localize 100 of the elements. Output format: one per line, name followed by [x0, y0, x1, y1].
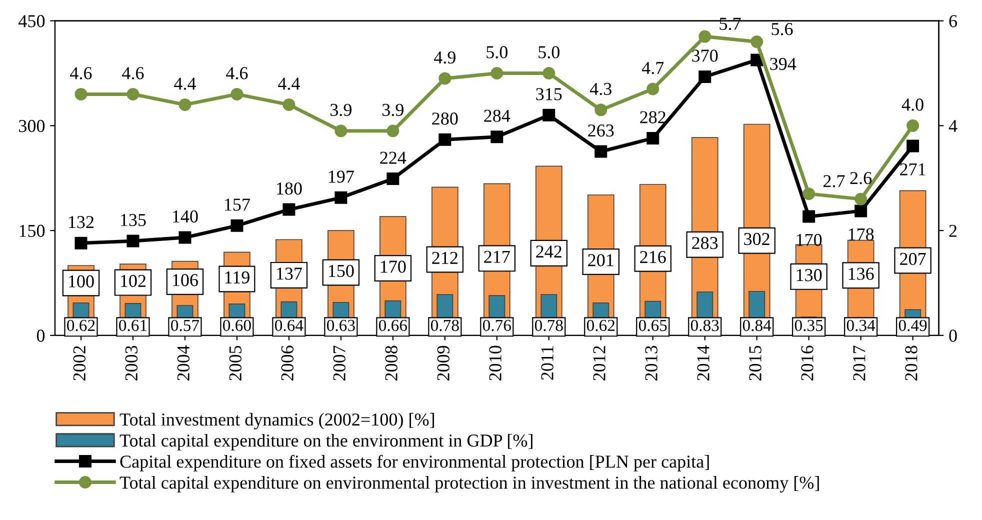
y2-tick-label: 4	[948, 120, 958, 132]
data-label: 4.4	[174, 78, 196, 90]
data-label: 132	[69, 216, 94, 228]
x-tick-label: 2012	[593, 346, 606, 380]
legend-label: Total capital expenditure on environmental protection in investment in the national economy [%]	[120, 476, 819, 492]
data-label: 207	[900, 252, 926, 266]
point	[750, 36, 764, 48]
data-label: 4.6	[122, 67, 144, 80]
legend-label: Total capital expenditure on the environment in GDP [%]	[120, 434, 532, 450]
x-tick-label: 2009	[437, 346, 450, 380]
data-label: 3.9	[382, 104, 404, 116]
data-label: 280	[432, 112, 458, 125]
data-label: 370	[692, 50, 718, 62]
data-label: 271	[900, 163, 926, 176]
data-label: 0.78	[534, 320, 563, 332]
point	[74, 236, 88, 250]
data-label: 282	[640, 111, 666, 124]
point	[282, 98, 296, 111]
y2-tick-label: 0	[949, 330, 957, 342]
data-label: 263	[588, 124, 614, 137]
point	[542, 66, 556, 80]
data-label: 201	[588, 254, 614, 266]
data-label: 170	[796, 234, 822, 246]
data-label: 5.6	[772, 23, 793, 36]
data-label: 106	[173, 274, 198, 286]
data-label: 0.62	[67, 320, 95, 332]
data-label: 394	[770, 58, 796, 70]
point	[646, 132, 660, 144]
point	[438, 133, 452, 146]
data-label: 197	[328, 170, 354, 183]
data-label: 3.9	[330, 104, 352, 116]
data-label: 0.60	[223, 320, 251, 332]
point	[646, 82, 660, 96]
data-label: 178	[848, 228, 874, 240]
x-tick-label: 2016	[801, 346, 814, 380]
y-tick-label: 300	[19, 120, 45, 132]
y-tick-label: 150	[20, 224, 45, 237]
data-label: 0.57	[171, 320, 200, 332]
data-label: 100	[69, 275, 94, 288]
point	[594, 145, 608, 158]
data-label: 119	[225, 271, 250, 284]
point	[178, 231, 192, 244]
point	[906, 140, 920, 152]
data-label: 212	[432, 252, 458, 264]
y-tick-label: 0	[36, 330, 45, 342]
x-tick-label: 2010	[489, 346, 502, 380]
point	[230, 219, 244, 232]
point	[698, 30, 712, 43]
point	[802, 188, 816, 200]
data-label: 180	[276, 182, 302, 195]
data-label: 284	[484, 110, 510, 122]
data-label: 4.9	[434, 51, 456, 64]
data-label: 4.3	[590, 82, 612, 96]
x-tick-label: 2018	[905, 346, 918, 380]
data-label: 0.76	[482, 320, 511, 332]
data-label: 4.4	[278, 78, 300, 90]
data-label: 0.64	[274, 320, 304, 332]
point	[126, 88, 140, 100]
point	[386, 124, 400, 138]
point	[178, 98, 192, 111]
data-label: 140	[173, 210, 198, 223]
point	[126, 234, 140, 248]
data-label: 0.34	[846, 320, 876, 332]
data-label: 4.6	[70, 67, 92, 80]
data-label: 224	[380, 152, 406, 164]
data-label: 242	[536, 246, 562, 258]
point	[802, 210, 816, 223]
point	[490, 130, 504, 144]
data-label: 4.0	[902, 98, 924, 111]
data-label: 283	[692, 236, 718, 250]
point	[698, 70, 712, 83]
data-label: 315	[536, 88, 562, 100]
data-label: 136	[848, 268, 874, 280]
data-label: 4.7	[642, 62, 664, 74]
data-label: 157	[225, 198, 250, 211]
data-label: 0.63	[326, 320, 355, 332]
data-label: 217	[484, 250, 510, 263]
data-label: 0.83	[690, 320, 719, 332]
point	[230, 88, 244, 100]
data-label: 5.7	[720, 18, 741, 30]
data-label: 0.84	[742, 320, 772, 332]
data-label: 130	[796, 269, 822, 282]
point	[854, 192, 868, 206]
x-tick-label: 2008	[385, 346, 398, 380]
data-label: 0.61	[119, 320, 147, 332]
data-label: 150	[328, 264, 354, 277]
point	[906, 119, 920, 132]
point	[386, 172, 400, 186]
x-tick-label: 2004	[177, 345, 190, 380]
data-label: 2.7	[824, 175, 845, 188]
x-tick-label: 2002	[73, 346, 86, 380]
point	[334, 191, 348, 204]
y2-tick-label: 2	[949, 224, 957, 237]
x-tick-label: 2011	[541, 346, 554, 380]
point	[542, 108, 556, 122]
data-label: 0.65	[638, 320, 667, 332]
data-label: 0.66	[378, 320, 407, 332]
data-label: 0.78	[430, 320, 459, 332]
x-tick-label: 2006	[281, 346, 294, 380]
data-label: 216	[640, 251, 666, 264]
